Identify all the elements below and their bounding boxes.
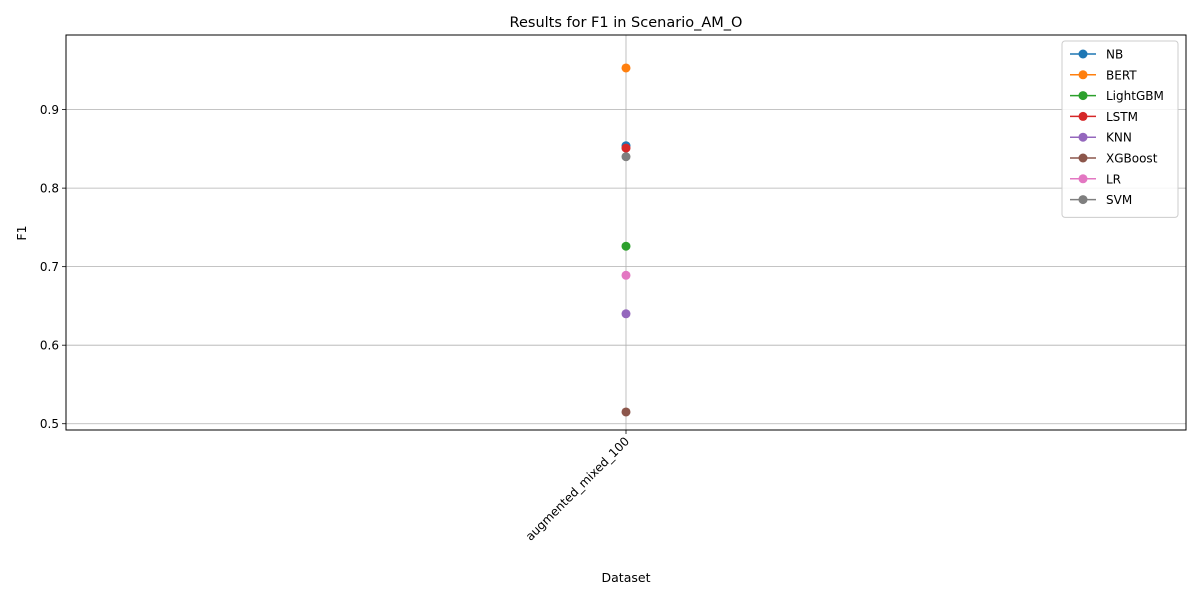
data-point (621, 63, 631, 73)
y-axis-label: F1 (14, 225, 29, 240)
y-tick-label: 0.6 (40, 339, 59, 353)
legend-marker (1078, 174, 1088, 184)
legend-label: XGBoost (1106, 152, 1158, 166)
legend-item: BERT (1070, 68, 1137, 82)
series-xgboost (621, 407, 631, 417)
legend-item: SVM (1070, 193, 1132, 207)
legend-label: LSTM (1106, 110, 1138, 124)
legend-marker (1078, 132, 1088, 142)
data-point (621, 143, 631, 153)
data-point (621, 152, 631, 162)
legend-item: LR (1070, 172, 1121, 186)
data-point (621, 309, 631, 319)
series-lightgbm (621, 241, 631, 251)
legend-item: KNN (1070, 131, 1132, 145)
data-point (621, 241, 631, 251)
legend-label: SVM (1106, 193, 1132, 207)
chart-title: Results for F1 in Scenario_AM_O (510, 15, 743, 31)
x-axis-label: Dataset (602, 570, 651, 585)
legend-item: LightGBM (1070, 89, 1164, 103)
data-point (621, 270, 631, 280)
y-tick-label: 0.7 (40, 260, 59, 274)
legend: NB BERT LightGBM LSTM KNN XGBoost LR SVM (1061, 40, 1179, 218)
y-tick-label: 0.5 (40, 417, 59, 431)
legend-label: LightGBM (1106, 89, 1164, 103)
legend-marker (1078, 70, 1088, 80)
legend-marker (1078, 91, 1088, 101)
data-point (621, 407, 631, 417)
legend-marker (1078, 153, 1088, 163)
y-axis: 0.5 0.6 0.7 0.8 0.9 (40, 103, 66, 431)
legend-marker (1078, 49, 1088, 59)
legend-label: KNN (1106, 131, 1132, 145)
series-svm (621, 152, 631, 162)
series-lr (621, 270, 631, 280)
legend-item: LSTM (1070, 110, 1138, 124)
legend-marker (1078, 111, 1088, 121)
y-tick-label: 0.9 (40, 103, 59, 117)
grid-lines (66, 35, 1186, 430)
legend-item: NB (1070, 48, 1123, 62)
y-tick-label: 0.8 (40, 182, 59, 196)
series-bert (621, 63, 631, 73)
series-knn (621, 309, 631, 319)
legend-label: NB (1106, 48, 1123, 62)
legend-label: LR (1106, 172, 1121, 186)
legend-item: XGBoost (1070, 152, 1158, 166)
legend-box (1061, 40, 1179, 218)
series-markers (621, 63, 631, 417)
series-lstm (621, 143, 631, 153)
legend-marker (1078, 195, 1088, 205)
legend-label: BERT (1106, 68, 1137, 82)
